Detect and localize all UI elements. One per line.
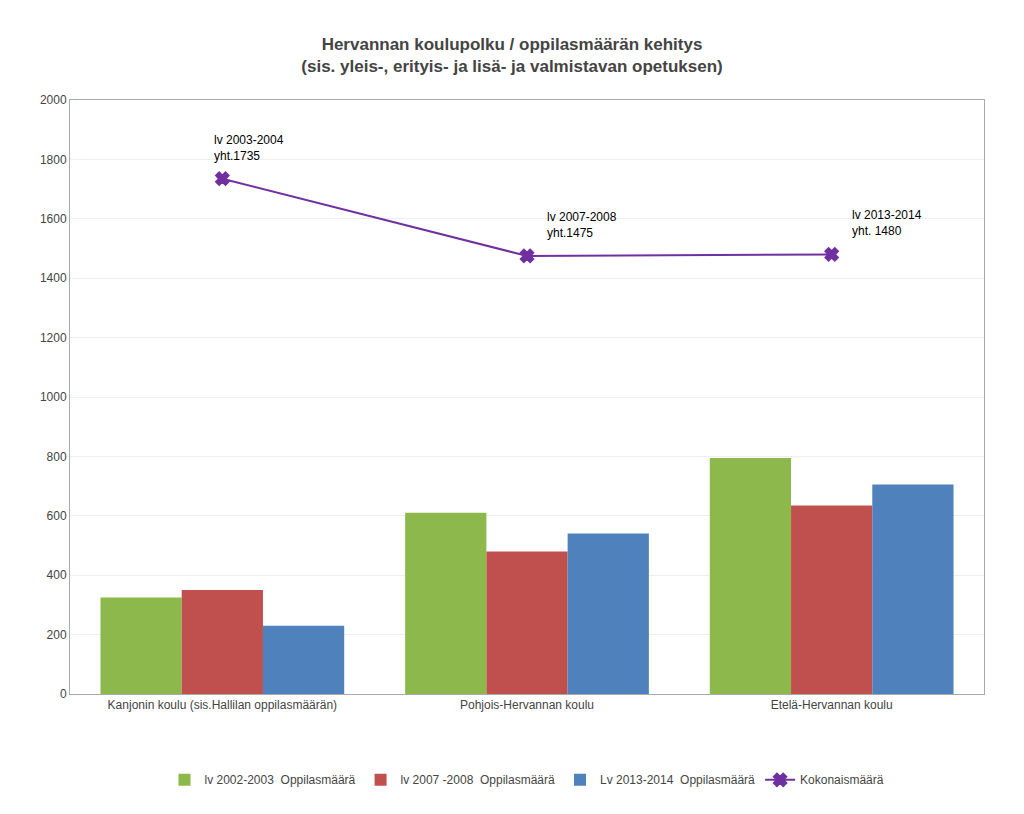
svg-text:1200: 1200: [40, 331, 67, 345]
svg-text:400: 400: [47, 568, 67, 582]
svg-text:1800: 1800: [40, 153, 67, 167]
svg-text:Pohjois-Hervannan koulu: Pohjois-Hervannan koulu: [460, 698, 594, 712]
svg-text:Etelä-Hervannan koulu: Etelä-Hervannan koulu: [771, 698, 893, 712]
svg-text:1600: 1600: [40, 212, 67, 226]
svg-text:lv 2013-2014yht. 1480: lv 2013-2014yht. 1480: [852, 208, 922, 238]
svg-text:lv 2002-2003 Oppilasmäärä: lv 2002-2003 Oppilasmäärä: [205, 773, 356, 787]
svg-text:Kanjonin koulu (sis.Hallilan o: Kanjonin koulu (sis.Hallilan oppilasmäär…: [108, 698, 337, 712]
svg-text:lv 2007 -2008 Oppilasmäärä: lv 2007 -2008 Oppilasmäärä: [401, 773, 555, 787]
svg-text:Hervannan koulupolku / oppilas: Hervannan koulupolku / oppilasmäärän keh…: [301, 35, 722, 76]
svg-text:lv 2003-2004yht.1735: lv 2003-2004yht.1735: [214, 133, 284, 163]
svg-text:2000: 2000: [40, 93, 67, 107]
svg-text:600: 600: [47, 509, 67, 523]
svg-text:200: 200: [47, 628, 67, 642]
svg-text:1000: 1000: [40, 390, 67, 404]
svg-text:0: 0: [60, 687, 67, 701]
svg-text:800: 800: [47, 450, 67, 464]
svg-text:Lv 2013-2014 Oppilasmäärä: Lv 2013-2014 Oppilasmäärä: [600, 773, 755, 787]
svg-text:Kokonaismäärä: Kokonaismäärä: [800, 773, 884, 787]
svg-text:lv 2007-2008yht.1475: lv 2007-2008yht.1475: [547, 210, 617, 240]
svg-text:1400: 1400: [40, 271, 67, 285]
